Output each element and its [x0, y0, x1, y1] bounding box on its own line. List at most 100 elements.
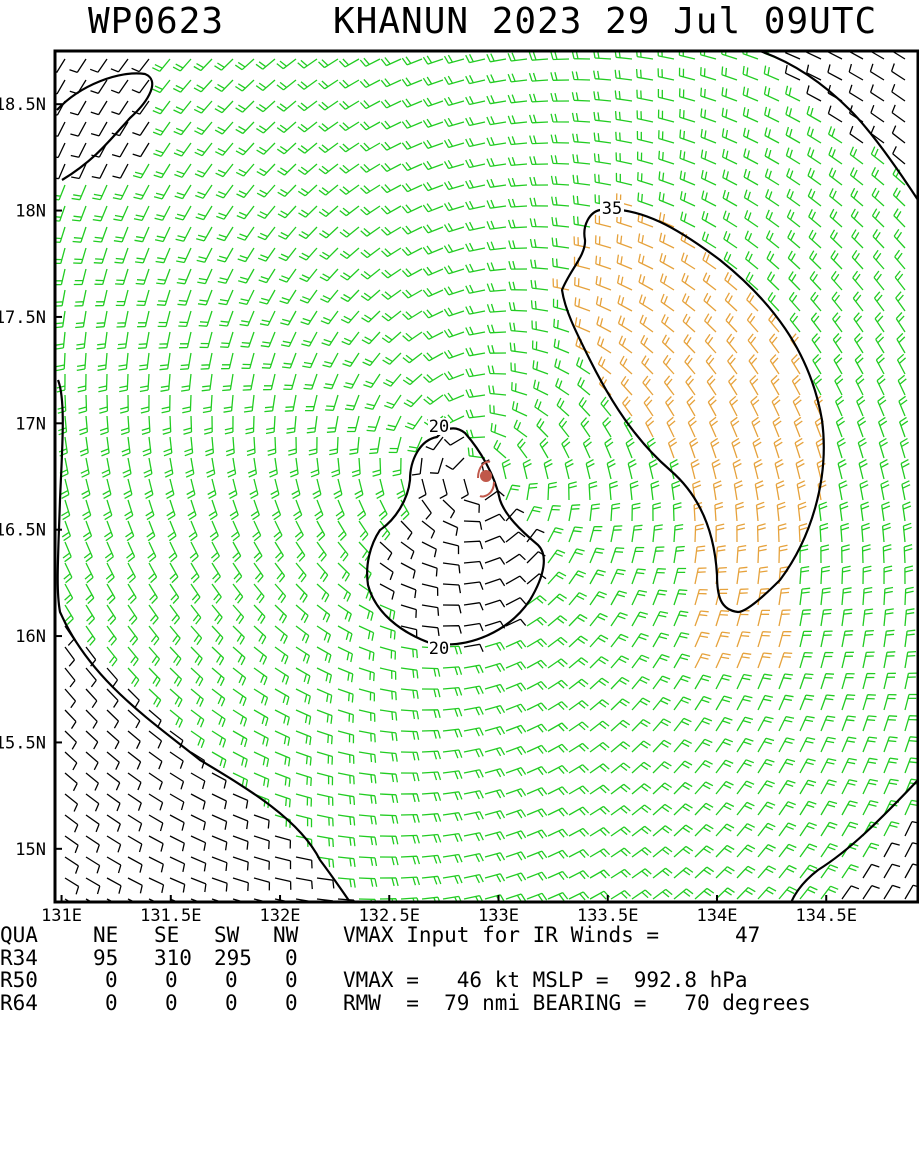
wind-barb	[295, 541, 306, 562]
wind-barb	[539, 437, 549, 459]
wind-barb	[700, 169, 717, 186]
wind-barb	[106, 667, 119, 688]
wind-barb	[62, 541, 72, 563]
lat-label: 15N	[15, 840, 46, 860]
wind-barb	[401, 246, 423, 256]
wind-barb	[643, 396, 654, 417]
wind-barb	[832, 333, 843, 354]
wind-barb	[748, 354, 759, 375]
wind-barb	[753, 459, 763, 480]
wind-barb	[571, 71, 591, 81]
lon-label: 131.5E	[140, 906, 201, 924]
wind-barb	[763, 86, 780, 102]
wind-barb	[134, 226, 150, 243]
wind-barb	[883, 693, 897, 711]
wind-barb	[256, 163, 276, 177]
wind-barb	[295, 709, 312, 725]
wind-barb	[178, 310, 192, 328]
wind-barb	[694, 887, 715, 900]
wind-barb	[259, 310, 276, 327]
wind-barb	[526, 482, 538, 501]
wind-barb	[169, 667, 183, 687]
wind-barb	[883, 651, 896, 669]
wind-barb	[657, 109, 675, 123]
wind-barb	[337, 898, 355, 902]
wind-barb	[862, 863, 880, 879]
wind-barb	[856, 395, 866, 417]
wind-barb	[729, 395, 739, 417]
wind-barb	[99, 394, 109, 414]
wind-barb	[359, 100, 381, 110]
wind-barb	[97, 352, 108, 371]
wind-barb	[757, 758, 775, 774]
lon-label: 133E	[478, 906, 519, 924]
wind-barb	[604, 437, 614, 459]
wind-barb	[595, 296, 612, 312]
wind-barb	[385, 415, 402, 432]
wind-barb	[893, 208, 906, 228]
wind-barb	[358, 604, 374, 621]
wind-barb	[728, 375, 738, 396]
wind-barb	[708, 416, 718, 438]
wind-barb	[862, 842, 880, 858]
storm-name-time: KHANUN 2023 29 Jul 09UTC	[333, 1, 878, 42]
wind-barb	[110, 79, 129, 94]
wind-barb	[337, 856, 356, 867]
wind-barb	[722, 210, 738, 228]
wind-barb	[572, 174, 591, 186]
wind-barb	[421, 813, 442, 823]
wind-barb	[218, 289, 234, 306]
wind-barb	[835, 416, 845, 438]
wind-barb	[615, 131, 633, 144]
wind-barb	[799, 630, 812, 648]
wind-barb	[820, 800, 838, 816]
wind-barb	[742, 107, 759, 123]
wind-barb	[421, 604, 440, 616]
wind-barb	[575, 357, 591, 375]
wind-barb	[85, 856, 101, 874]
wind-barb	[227, 457, 237, 478]
wind-barb	[273, 520, 283, 542]
wind-barb	[360, 163, 381, 173]
wind-barb	[190, 814, 206, 831]
wind-barb	[253, 541, 263, 563]
wind-barb	[169, 898, 180, 902]
wind-barb	[339, 163, 360, 174]
wind-barb	[508, 260, 528, 270]
wind-barb	[610, 698, 630, 711]
wind-barb	[380, 78, 402, 88]
contour-northeast	[759, 51, 918, 201]
wind-barb	[169, 793, 185, 811]
wind-barb	[736, 652, 752, 669]
wind-barb	[196, 226, 213, 242]
wind-barb	[316, 520, 326, 542]
wind-barb	[463, 499, 480, 513]
wind-barb	[411, 457, 423, 476]
wind-barb	[422, 224, 444, 234]
wind-barb	[508, 281, 528, 291]
wind-barb	[64, 730, 77, 750]
wind-barb	[715, 738, 734, 753]
wind-barb	[574, 317, 591, 333]
wind-barb	[443, 307, 465, 317]
wind-barb	[278, 268, 297, 283]
wind-barb	[463, 643, 484, 653]
wind-barb	[232, 625, 245, 645]
wind-barb	[747, 333, 759, 354]
wind-barb	[379, 667, 397, 680]
wind-barb	[340, 289, 360, 303]
wind-barb	[381, 310, 402, 322]
wind-barb	[339, 142, 360, 153]
wind-barb	[505, 766, 527, 777]
wind-barb	[379, 625, 396, 640]
wind-barb	[614, 111, 633, 123]
wind-barb	[484, 556, 506, 565]
wind-barb	[622, 396, 633, 417]
wind-barb	[463, 560, 484, 570]
wind-barb	[589, 741, 610, 753]
wind-barb	[463, 727, 484, 737]
wind-barb	[746, 292, 759, 312]
wind-barb	[276, 79, 297, 91]
wind-barb	[745, 271, 759, 291]
wind-barb	[337, 751, 355, 764]
